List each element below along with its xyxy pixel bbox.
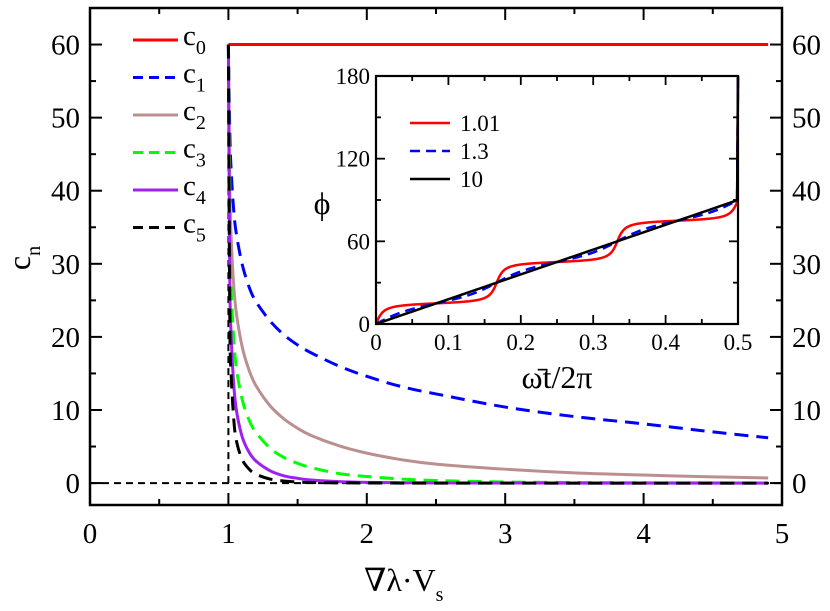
- inset-x-tick-label: 0.2: [506, 330, 535, 355]
- x-tick-label: 2: [360, 518, 375, 550]
- inset-x-tick-label: 0.1: [434, 330, 463, 355]
- right-y-tick-label: 30: [792, 249, 821, 281]
- inset-series: [374, 75, 740, 326]
- right-y-tick-label: 20: [792, 322, 821, 354]
- main-series: [226, 43, 769, 485]
- inset-plot-background: [376, 76, 738, 324]
- inset-y-axis-title: ϕ: [314, 185, 331, 221]
- series-line-c5: [226, 44, 769, 485]
- x-tick-label: 4: [636, 518, 651, 550]
- y-tick-label: 10: [51, 395, 80, 427]
- inset-y-tick-label: 180: [336, 64, 371, 89]
- y-axis-title: cn: [1, 246, 45, 270]
- inset-legend-label-1.01: 1.01: [460, 111, 500, 136]
- y-tick-label: 0: [66, 468, 81, 500]
- y-tick-label: 50: [51, 103, 80, 135]
- inset-legend: 1.01 1.3 10: [410, 111, 500, 192]
- inset-x-tick-label: 0: [370, 330, 382, 355]
- legend-label-c1: c1: [183, 58, 206, 97]
- right-y-tick-label: 0: [792, 468, 807, 500]
- inset-legend-label-10: 10: [460, 167, 483, 192]
- inset-legend-label-1.3: 1.3: [460, 139, 489, 164]
- x-tick-label: 0: [83, 518, 98, 550]
- x-axis-title: ∇λ·Vs: [364, 562, 444, 606]
- legend-label-c0: c0: [183, 20, 206, 59]
- y-tick-label: 60: [51, 30, 80, 62]
- legend-label-c4: c4: [183, 170, 206, 209]
- inset-x-axis-title: ω̄t/2π: [522, 359, 593, 395]
- y-tick-label: 20: [51, 322, 80, 354]
- inset-series-line-10: [375, 75, 740, 326]
- right-y-tick-label: 50: [792, 103, 821, 135]
- x-tick-label: 1: [221, 518, 236, 550]
- legend-label-c3: c3: [183, 133, 206, 172]
- right-y-tick-label: 40: [792, 176, 821, 208]
- inset-x-tick-label: 0.4: [651, 330, 680, 355]
- inset-x-tick-label: 0.3: [579, 330, 608, 355]
- right-y-tick-label: 60: [792, 30, 821, 62]
- x-tick-label: 5: [775, 518, 790, 550]
- y-tick-label: 30: [51, 249, 80, 281]
- y-tick-label: 40: [51, 176, 80, 208]
- legend-label-c5: c5: [183, 208, 206, 247]
- inset-y-tick-label: 120: [336, 147, 371, 172]
- legend-label-c2: c2: [183, 95, 206, 134]
- inset-ticks: 0 0.1 0.2 0.3 0.4 0.5 0 60 120 180: [336, 64, 753, 355]
- inset-y-tick-label: 0: [359, 312, 371, 337]
- series-line-c1: [226, 44, 769, 440]
- inset-x-tick-label: 0.5: [724, 330, 753, 355]
- inset-y-tick-label: 60: [347, 229, 370, 254]
- x-tick-label: 3: [498, 518, 513, 550]
- series-line-c2: [226, 44, 769, 480]
- right-y-tick-label: 10: [792, 395, 821, 427]
